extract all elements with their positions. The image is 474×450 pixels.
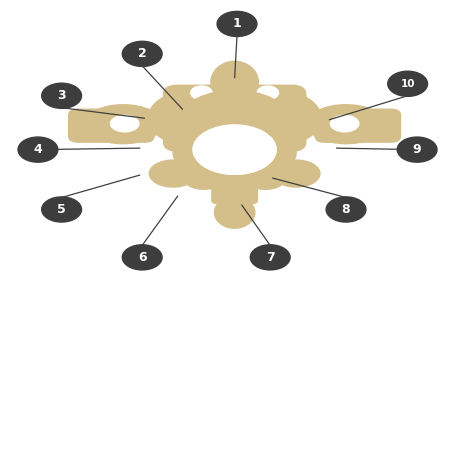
- Ellipse shape: [257, 86, 279, 99]
- Ellipse shape: [183, 167, 224, 189]
- Ellipse shape: [193, 125, 276, 174]
- Ellipse shape: [273, 160, 320, 187]
- FancyBboxPatch shape: [69, 109, 154, 142]
- Ellipse shape: [191, 86, 212, 99]
- Text: 1. Odontoid process: 1. Odontoid process: [19, 317, 128, 327]
- Circle shape: [122, 41, 162, 67]
- Ellipse shape: [149, 160, 197, 187]
- Circle shape: [217, 11, 257, 36]
- Text: 7. Spinous process: 7. Spinous process: [246, 344, 349, 354]
- Ellipse shape: [110, 115, 139, 132]
- FancyBboxPatch shape: [212, 172, 257, 203]
- Ellipse shape: [193, 125, 276, 174]
- Ellipse shape: [148, 92, 227, 144]
- Text: 8. Vertebral arch: 8. Vertebral arch: [246, 370, 337, 380]
- Circle shape: [250, 245, 290, 270]
- Circle shape: [122, 245, 162, 270]
- Text: 2: 2: [138, 47, 146, 60]
- Text: 10: 10: [401, 79, 415, 89]
- Ellipse shape: [214, 197, 255, 228]
- Circle shape: [388, 71, 428, 96]
- Text: 6. Lamina: 6. Lamina: [246, 317, 300, 327]
- Ellipse shape: [84, 105, 162, 144]
- Circle shape: [18, 137, 58, 162]
- Text: 2. Body: 2. Body: [19, 344, 60, 354]
- Circle shape: [42, 83, 82, 108]
- Ellipse shape: [182, 90, 287, 143]
- Text: 9. Transverse process: 9. Transverse process: [246, 396, 364, 406]
- Text: 9: 9: [413, 143, 421, 156]
- Circle shape: [326, 197, 366, 222]
- Ellipse shape: [243, 92, 321, 144]
- FancyBboxPatch shape: [315, 109, 401, 142]
- Ellipse shape: [211, 61, 258, 103]
- Text: 10. Transverse foramen: 10. Transverse foramen: [246, 423, 375, 433]
- Text: 6: 6: [138, 251, 146, 264]
- Text: 5. Inferior articular process: 5. Inferior articular process: [19, 423, 166, 433]
- Text: 3: 3: [57, 89, 66, 102]
- Text: 1: 1: [233, 18, 241, 31]
- Text: 8: 8: [342, 203, 350, 216]
- Text: 7: 7: [266, 251, 274, 264]
- Ellipse shape: [214, 64, 255, 100]
- Text: 4. Vertebral foramen: 4. Vertebral foramen: [19, 396, 132, 406]
- Ellipse shape: [307, 105, 385, 144]
- Ellipse shape: [173, 115, 296, 187]
- Text: 3. Superior articular facet: 3. Superior articular facet: [19, 370, 159, 380]
- Text: 4: 4: [34, 143, 42, 156]
- Text: 5: 5: [57, 203, 66, 216]
- Ellipse shape: [246, 167, 285, 189]
- FancyBboxPatch shape: [164, 86, 306, 151]
- Circle shape: [42, 197, 82, 222]
- Circle shape: [397, 137, 437, 162]
- Ellipse shape: [330, 115, 359, 132]
